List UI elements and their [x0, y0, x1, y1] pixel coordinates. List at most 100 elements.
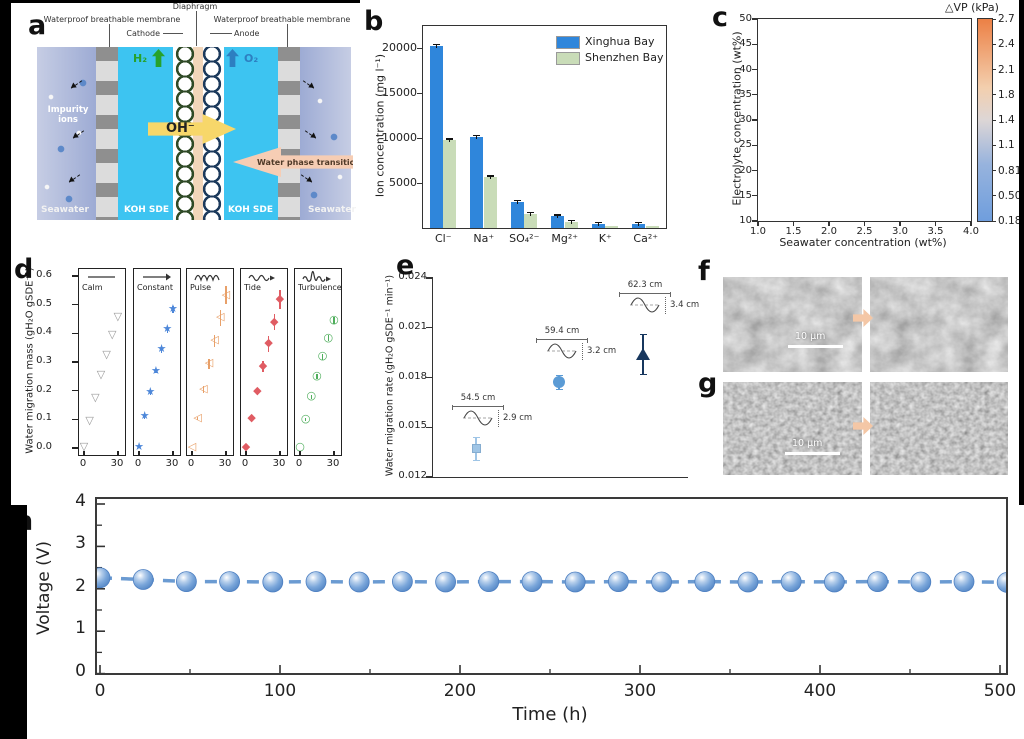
b-bar-xinghua-4 — [591, 221, 605, 228]
f-scale-bar-label: 10 μm — [795, 331, 826, 342]
error-cap — [639, 373, 647, 375]
c-x-tick-label: 1.0 — [750, 226, 766, 237]
voltage-data-point — [176, 571, 197, 592]
c-y-tick-label: 20 — [739, 164, 752, 176]
error-bar — [143, 415, 146, 419]
data-point-turbulence: ○ — [323, 330, 334, 344]
legend-label: Shenzhen Bay — [585, 51, 664, 64]
d-x-tick — [245, 451, 247, 455]
error-stem — [570, 219, 572, 224]
error-bar — [155, 368, 157, 374]
e-y-tick — [426, 426, 433, 428]
data-point-tide: ◆ — [264, 336, 273, 350]
d-x-tick-label: 30 — [165, 458, 179, 469]
error-bar — [208, 358, 210, 369]
colorbar-tick-label: 0.81 — [998, 164, 1022, 177]
voltage-stability-plot — [89, 497, 1018, 675]
tide-wave-icon — [248, 274, 275, 282]
data-point-turbulence: ○ — [306, 389, 317, 403]
e-y-tick — [426, 277, 433, 279]
h-x-tick-label: 200 — [443, 681, 477, 701]
turbulence-wave-icon — [302, 270, 331, 282]
b-y-tick-label: 5000 — [389, 176, 417, 190]
c-y-tick — [752, 43, 758, 45]
voltage-data-point — [305, 571, 327, 592]
subplot-pulse: Pulse ◁ ◁ ◁ ◁ ◁ ◁ ◁ — [186, 268, 234, 456]
d-y-tick — [72, 390, 78, 392]
error-bar — [250, 416, 253, 421]
d-y-tick — [72, 418, 78, 420]
d-y-tick-label: 0.1 — [36, 412, 52, 424]
h-x-tick-label: 300 — [623, 681, 657, 701]
error-bar — [196, 416, 199, 421]
membrane-left — [96, 47, 118, 220]
d-x-tick — [225, 451, 227, 455]
voltage-data-point — [953, 571, 975, 592]
sem-image-g-before — [723, 382, 862, 475]
koh-sde-right — [224, 47, 278, 220]
data-point-constant: ★ — [156, 342, 167, 356]
voltage-data-point — [824, 571, 845, 593]
amplitude-label: 3.2 cm — [587, 346, 617, 356]
error-bar — [316, 374, 318, 380]
koh-sde-left-label: KOH SDE — [124, 205, 169, 215]
voltage-data-point — [348, 571, 370, 593]
amplitude-measure-line — [498, 410, 499, 427]
e-y-tick-label: 0.021 — [398, 320, 427, 332]
data-point-tide: ◆ — [275, 291, 285, 305]
data-point-constant: ★ — [151, 363, 161, 377]
error-stem — [476, 134, 477, 139]
h-y-tick-label: 0 — [75, 660, 86, 681]
e-y-tick-label: 0.012 — [398, 470, 427, 481]
colorbar-tick — [992, 195, 996, 197]
voltage-data-point — [521, 571, 543, 592]
b-bar-xinghua-0 — [429, 43, 443, 228]
error-bar — [225, 285, 227, 305]
error-bar — [279, 290, 281, 309]
c-y-tick-label: 30 — [739, 114, 752, 125]
data-point-turbulence: ○ — [329, 313, 339, 327]
e-y-tick-label: 0.018 — [398, 370, 427, 382]
sine-wave-icon — [630, 297, 660, 313]
data-point-calm: ▽ — [96, 367, 106, 381]
c-x-tick — [899, 221, 901, 226]
seawater-region-left — [37, 47, 96, 220]
b-bar-shenzhen-5 — [645, 226, 659, 228]
h2-label: H₂ — [133, 52, 148, 65]
legend-label: Xinghua Bay — [585, 35, 655, 48]
panel-label-d: d — [14, 254, 34, 285]
error-bar — [262, 360, 264, 373]
c-y-tick-label: 15 — [739, 189, 752, 201]
c-x-tick-label: 2.0 — [821, 226, 837, 237]
colorbar-tick — [992, 94, 996, 96]
c-x-tick — [970, 221, 972, 226]
error-cap — [639, 333, 647, 335]
d-x-tick — [117, 451, 119, 455]
colorbar-tick-label: 1.8 — [998, 88, 1015, 101]
d-x-tick-label: 30 — [272, 458, 286, 469]
c-y-tick — [752, 169, 758, 172]
panel-label-f: f — [698, 256, 710, 287]
error-bar — [310, 394, 312, 400]
d-x-tick — [191, 451, 193, 455]
h-x-axis-label: Time (h) — [512, 704, 588, 725]
data-point-turbulence: ○ — [300, 412, 311, 426]
c-x-tick-label: 1.5 — [785, 226, 802, 237]
colorbar-tick — [992, 69, 996, 70]
data-point-constant: ★ — [167, 301, 178, 315]
panel-label-c: c — [712, 2, 729, 33]
colorbar-tick — [992, 170, 996, 171]
b-y-tick — [417, 137, 423, 139]
d-x-tick-label: 0 — [134, 458, 142, 469]
amplitude-label: 2.9 cm — [503, 413, 533, 423]
error-stem — [516, 199, 518, 204]
d-x-tick-label: 0 — [79, 458, 87, 469]
g-scale-bar — [785, 452, 840, 455]
colorbar-tick — [992, 18, 996, 20]
d-x-tick — [333, 451, 335, 455]
data-point-pulse: ◁ — [216, 310, 225, 324]
c-x-tick — [792, 221, 795, 226]
d-y-tick-label: 0.0 — [36, 441, 52, 452]
screen-edge-black — [0, 0, 11, 505]
c-x-tick-label: 3.0 — [892, 226, 908, 237]
